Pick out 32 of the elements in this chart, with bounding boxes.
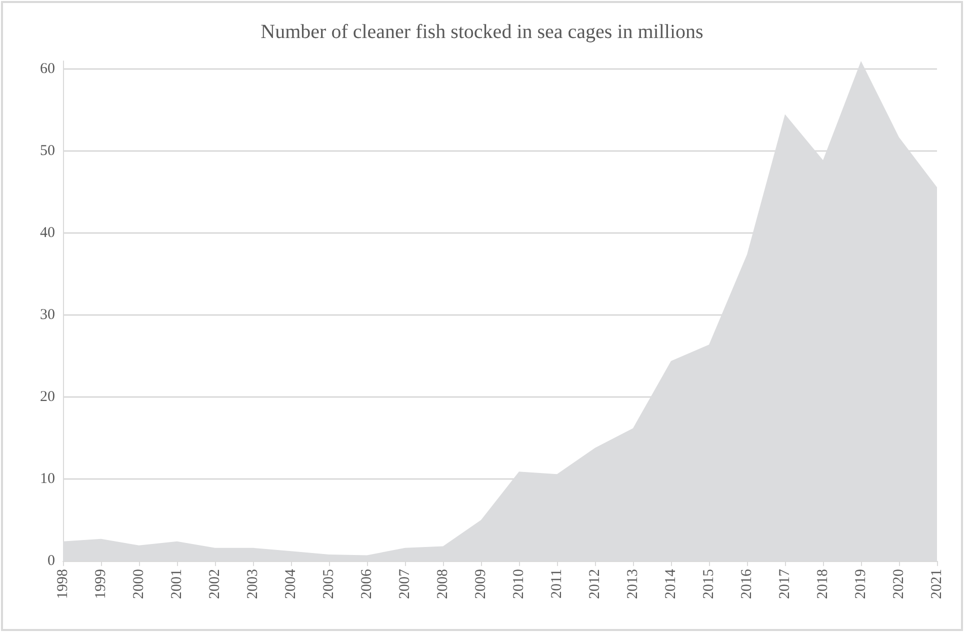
x-tick-label: 2001 bbox=[169, 569, 185, 599]
x-tick-label: 2018 bbox=[815, 569, 831, 599]
x-tick-label: 1999 bbox=[93, 569, 109, 599]
x-tick-label: 2012 bbox=[587, 569, 603, 599]
x-tick-label: 2010 bbox=[511, 569, 527, 599]
x-tick-label: 2017 bbox=[777, 568, 793, 599]
x-tick-label: 2015 bbox=[701, 569, 717, 599]
y-tick-label: 10 bbox=[40, 471, 55, 488]
y-tick-label: 0 bbox=[48, 553, 55, 569]
y-tick-label: 50 bbox=[40, 143, 55, 160]
x-tick-label: 2002 bbox=[207, 569, 223, 599]
y-tick-label: 60 bbox=[40, 61, 55, 78]
x-tick-label: 2000 bbox=[131, 569, 147, 599]
y-tick-label: 40 bbox=[40, 225, 55, 242]
y-tick-label: 20 bbox=[40, 389, 55, 406]
x-tick-label: 2009 bbox=[473, 569, 489, 599]
x-tick-label: 2004 bbox=[283, 568, 299, 599]
x-tick-label: 2007 bbox=[397, 568, 413, 599]
x-tick-label: 2020 bbox=[891, 569, 907, 599]
x-tick-label: 2021 bbox=[929, 569, 945, 599]
x-tick-label: 2016 bbox=[739, 568, 755, 599]
x-tick-label: 2011 bbox=[549, 569, 565, 598]
x-tick-label: 2003 bbox=[245, 569, 261, 599]
x-tick-label: 2005 bbox=[321, 569, 337, 599]
chart-title: Number of cleaner fish stocked in sea cages in millions bbox=[260, 21, 704, 43]
x-tick-label: 2019 bbox=[853, 569, 869, 599]
x-tick-label: 1998 bbox=[55, 569, 71, 599]
x-tick-label: 2014 bbox=[663, 568, 679, 599]
x-tick-label: 2013 bbox=[625, 569, 641, 599]
y-tick-label: 30 bbox=[40, 307, 55, 324]
x-tick-label: 2006 bbox=[359, 568, 375, 599]
x-tick-label: 2008 bbox=[435, 569, 451, 599]
